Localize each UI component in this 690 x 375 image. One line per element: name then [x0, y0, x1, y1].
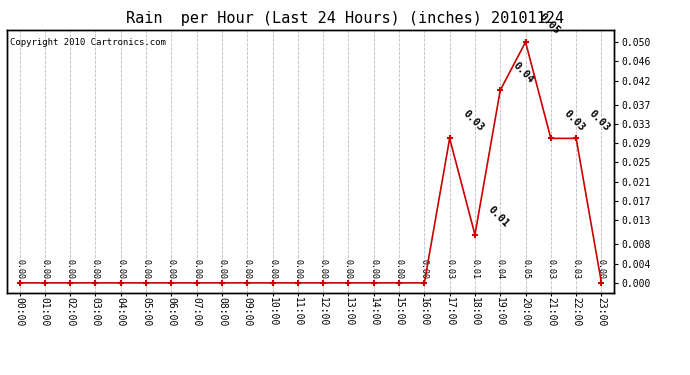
Text: 0.00: 0.00 — [344, 259, 353, 279]
Text: 0.00: 0.00 — [597, 259, 606, 279]
Text: 0.00: 0.00 — [319, 259, 328, 279]
Text: 0.00: 0.00 — [116, 259, 126, 279]
Text: 0.00: 0.00 — [217, 259, 226, 279]
Text: 0.04: 0.04 — [495, 259, 505, 279]
Text: 0.00: 0.00 — [395, 259, 404, 279]
Text: 0.00: 0.00 — [293, 259, 302, 279]
Text: 0.00: 0.00 — [91, 259, 100, 279]
Text: 0.04: 0.04 — [511, 60, 536, 85]
Text: 0.00: 0.00 — [66, 259, 75, 279]
Text: 0.00: 0.00 — [420, 259, 429, 279]
Text: 0.05: 0.05 — [521, 259, 530, 279]
Text: 0.00: 0.00 — [167, 259, 176, 279]
Text: 0.00: 0.00 — [243, 259, 252, 279]
Text: 0.03: 0.03 — [546, 259, 555, 279]
Text: Rain  per Hour (Last 24 Hours) (inches) 20101124: Rain per Hour (Last 24 Hours) (inches) 2… — [126, 11, 564, 26]
Text: 0.00: 0.00 — [192, 259, 201, 279]
Text: 0.01: 0.01 — [471, 259, 480, 279]
Text: 0.00: 0.00 — [15, 259, 24, 279]
Text: 0.03: 0.03 — [587, 108, 612, 133]
Text: 0.00: 0.00 — [40, 259, 50, 279]
Text: 0.05: 0.05 — [537, 12, 562, 36]
Text: Copyright 2010 Cartronics.com: Copyright 2010 Cartronics.com — [10, 38, 166, 47]
Text: 0.03: 0.03 — [445, 259, 454, 279]
Text: 0.00: 0.00 — [141, 259, 150, 279]
Text: 0.03: 0.03 — [571, 259, 581, 279]
Text: 0.00: 0.00 — [369, 259, 378, 279]
Text: 0.00: 0.00 — [268, 259, 277, 279]
Text: 0.03: 0.03 — [461, 108, 486, 133]
Text: 0.01: 0.01 — [486, 204, 511, 229]
Text: 0.03: 0.03 — [562, 108, 586, 133]
